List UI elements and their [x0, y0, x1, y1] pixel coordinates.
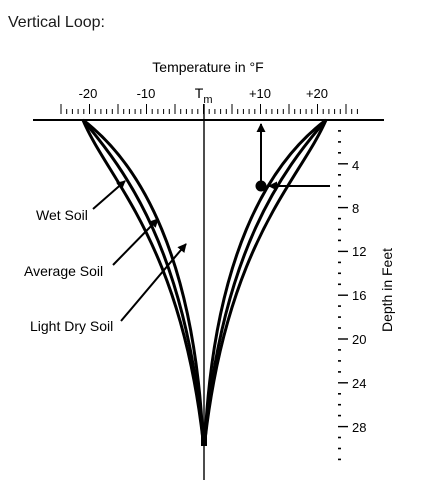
depth-tick-16: 16 — [352, 288, 366, 303]
temp-tick-minus10: -10 — [137, 86, 156, 101]
temp-tick-plus20: +20 — [306, 86, 328, 101]
depth-axis-title: Depth in Feet — [379, 248, 395, 332]
depth-tick-8: 8 — [352, 201, 359, 216]
temp-tick-plus10: +10 — [249, 86, 271, 101]
temperature-axis-title: Temperature in °F — [152, 59, 263, 75]
light-dry-soil-label: Light Dry Soil — [30, 318, 113, 334]
average-soil-label: Average Soil — [24, 263, 103, 279]
temp-tick-minus20: -20 — [79, 86, 98, 101]
light-dry-soil-curve-left — [82, 118, 205, 441]
wet-soil-pointer — [92, 180, 126, 210]
page-heading: Vertical Loop: — [8, 14, 105, 31]
depth-tick-20: 20 — [352, 332, 366, 347]
wet-soil-label: Wet Soil — [36, 207, 88, 223]
light-dry-soil-pointer — [120, 243, 187, 322]
depth-tick-28: 28 — [352, 420, 366, 435]
mean-temp-label: T — [195, 85, 204, 101]
wet-soil-curve-left — [81, 119, 205, 441]
convergence-point — [201, 424, 207, 446]
average-soil-curve-left — [81, 119, 205, 441]
depth-tick-4: 4 — [352, 158, 359, 173]
mean-temp-subscript: m — [203, 94, 212, 106]
depth-tick-24: 24 — [352, 376, 366, 391]
temperature-ruler — [60, 104, 358, 114]
depth-tick-12: 12 — [352, 244, 366, 259]
average-soil-curve-right — [203, 119, 328, 441]
depth-ruler — [338, 130, 348, 461]
light-dry-soil-curve-right — [203, 118, 327, 441]
wet-soil-curve-right — [203, 119, 328, 441]
average-soil-pointer — [112, 218, 159, 266]
